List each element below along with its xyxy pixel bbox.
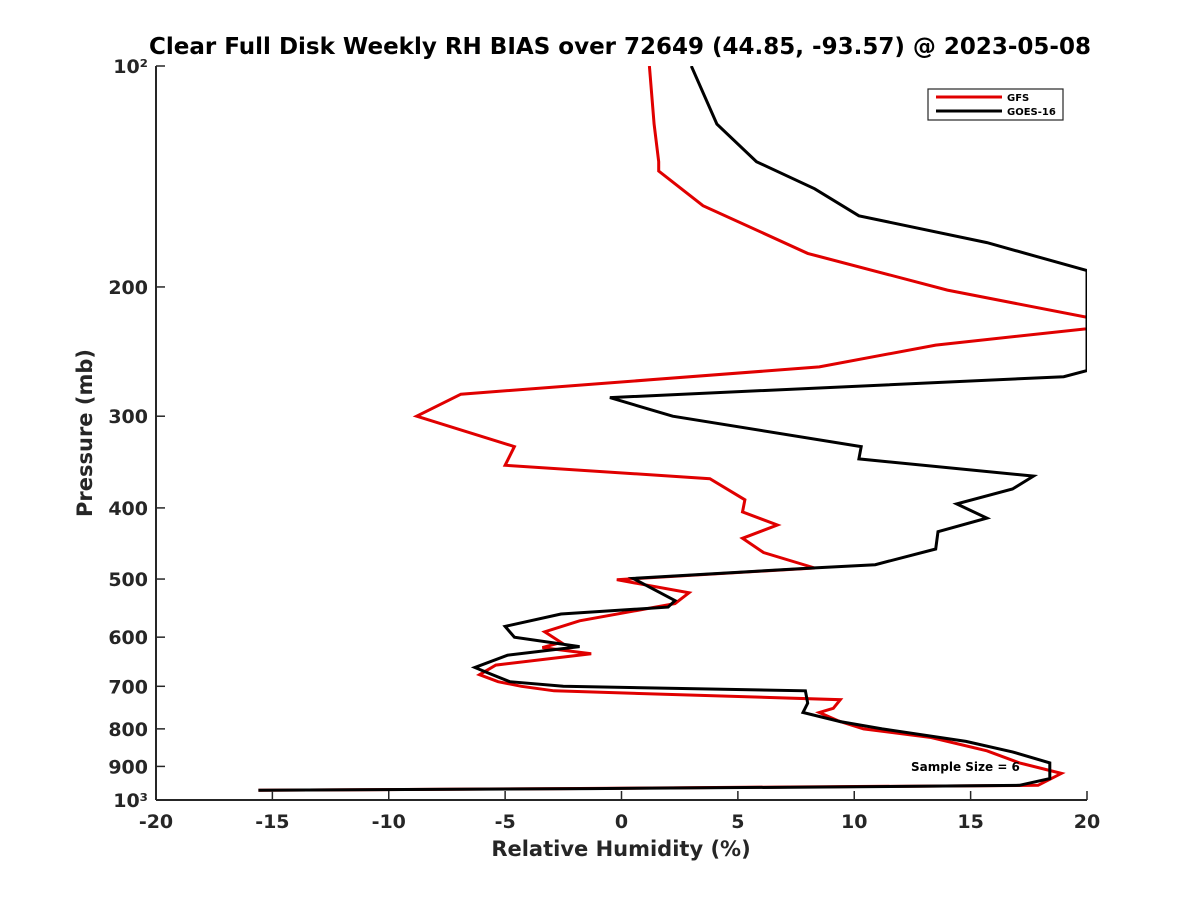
plot-series: [258, 66, 1087, 792]
y-tick-label: 500: [108, 569, 148, 591]
y-tick-label: 600: [108, 627, 148, 649]
x-tick-label: 0: [615, 811, 628, 833]
axes: [155, 66, 1087, 801]
sample-size-annotation: Sample Size = 6: [911, 760, 1020, 774]
legend: GFS GOES-16: [927, 88, 1064, 121]
legend-box: [927, 88, 1064, 121]
y-tick-label: 800: [108, 719, 148, 741]
x-tick-label: 15: [957, 811, 983, 833]
y-tick-label: 10²: [113, 56, 148, 78]
x-tick-label: 10: [841, 811, 867, 833]
y-tick-label: 700: [108, 676, 148, 698]
y-tick-label: 300: [108, 406, 148, 428]
series-line-gfs: [258, 66, 1087, 792]
x-axis-label: Relative Humidity (%): [491, 837, 750, 861]
y-tick-label: 200: [108, 277, 148, 299]
x-tick-label: -10: [372, 811, 406, 833]
x-ticks: -20 -15 -10 -5 0 5 10 15 20: [139, 791, 1100, 833]
y-axis-label: Pressure (mb): [73, 349, 97, 517]
x-tick-label: -20: [139, 811, 173, 833]
y-tick-label: 400: [108, 498, 148, 520]
x-tick-label: -5: [495, 811, 516, 833]
x-tick-label: 5: [731, 811, 744, 833]
y-ticks: 10² 200 300 400 500 600 700 800 900 10³: [108, 56, 165, 812]
y-tick-label: 10³: [113, 790, 148, 812]
x-tick-label: 20: [1074, 811, 1100, 833]
chart-title: Clear Full Disk Weekly RH BIAS over 7264…: [149, 34, 1091, 60]
legend-label-gfs: GFS: [1007, 93, 1029, 104]
x-tick-label: -15: [255, 811, 289, 833]
series-line-goes-16: [258, 66, 1087, 792]
legend-label-goes: GOES-16: [1007, 107, 1056, 118]
y-tick-label: 900: [108, 756, 148, 778]
